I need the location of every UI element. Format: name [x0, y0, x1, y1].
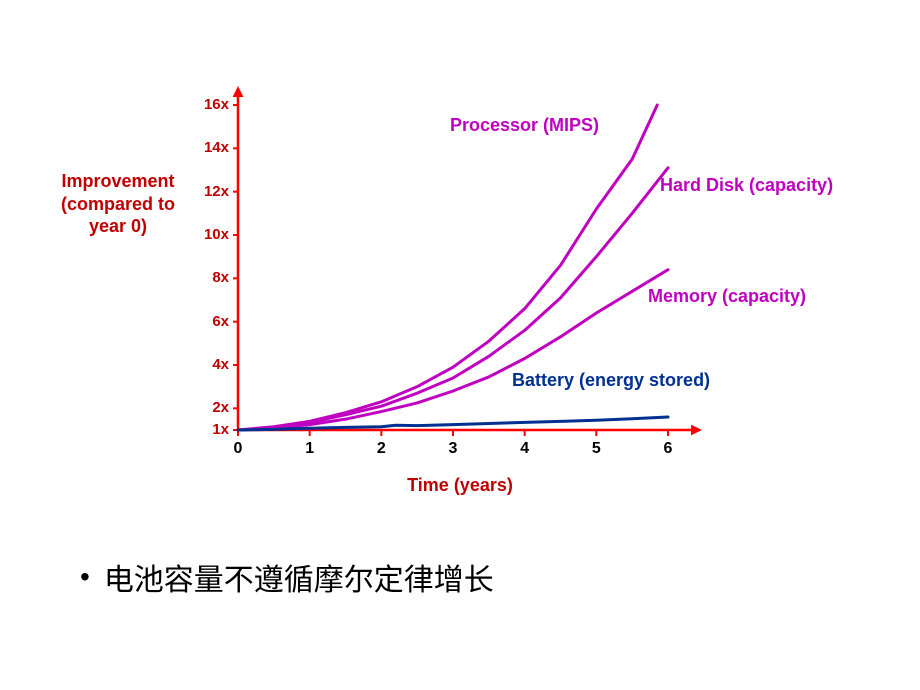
- y-tick-label: 2x: [193, 399, 229, 416]
- y-tick-label: 14x: [193, 139, 229, 156]
- series-label-processor: Processor (MIPS): [450, 115, 599, 136]
- x-tick-label: 2: [371, 440, 391, 458]
- series-memory: [238, 270, 668, 430]
- series-label-harddisk: Hard Disk (capacity): [660, 175, 833, 196]
- y-axis-title: Improvement(compared toyear 0): [38, 170, 198, 238]
- chart-area: Improvement(compared toyear 0) Time (yea…: [0, 30, 920, 530]
- y-tick-label: 8x: [193, 269, 229, 286]
- x-tick-label: 3: [443, 440, 463, 458]
- bullet-text: 电池容量不遵循摩尔定律增长: [104, 555, 494, 599]
- y-tick-label: 1x: [193, 421, 229, 438]
- x-tick-label: 6: [658, 440, 678, 458]
- x-tick-label: 4: [515, 440, 535, 458]
- y-tick-label: 12x: [193, 183, 229, 200]
- slide: Improvement(compared toyear 0) Time (yea…: [0, 0, 920, 690]
- x-tick-label: 1: [300, 440, 320, 458]
- y-tick-label: 16x: [193, 96, 229, 113]
- series-label-battery: Battery (energy stored): [512, 370, 710, 391]
- bullet-row: • 电池容量不遵循摩尔定律增长: [80, 555, 494, 599]
- x-tick-label: 0: [228, 440, 248, 458]
- x-tick-label: 5: [586, 440, 606, 458]
- series-label-memory: Memory (capacity): [648, 286, 806, 307]
- y-tick-label: 4x: [193, 356, 229, 373]
- y-tick-label: 6x: [193, 313, 229, 330]
- y-tick-label: 10x: [193, 226, 229, 243]
- x-axis-title: Time (years): [360, 475, 560, 496]
- bullet-dot-icon: •: [80, 563, 90, 591]
